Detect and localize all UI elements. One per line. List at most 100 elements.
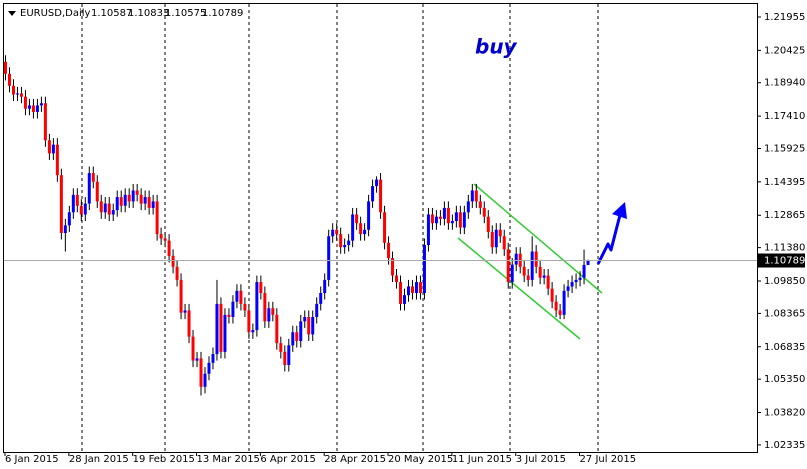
candle-body	[71, 194, 75, 213]
x-tick-label: 28 Jan 2015	[69, 454, 129, 465]
candle-body	[470, 190, 474, 202]
candle-body	[99, 201, 103, 213]
candle-body	[95, 181, 99, 202]
ohlc-low: 1.10575	[165, 8, 206, 19]
candle-body	[103, 203, 107, 213]
candle-body	[514, 253, 518, 265]
candle-body	[195, 358, 199, 361]
candle-body	[458, 212, 462, 228]
candle-body	[263, 292, 267, 322]
candle-body	[295, 332, 299, 341]
candle-body	[466, 201, 470, 213]
candle-body	[347, 240, 351, 246]
candle-body	[115, 197, 119, 211]
candle-body	[43, 103, 47, 141]
candle-body	[530, 251, 534, 280]
candle-body	[31, 105, 35, 112]
candle-body	[299, 321, 303, 341]
candle-body	[219, 303, 223, 352]
candle-body	[490, 231, 494, 248]
candle-body	[478, 201, 482, 208]
candle-body	[395, 275, 399, 283]
candle-body	[135, 190, 139, 195]
candle-body	[91, 173, 95, 182]
candle-body	[327, 236, 331, 280]
x-tick-label: 20 May 2015	[388, 454, 453, 465]
candle-body	[203, 373, 207, 387]
candle-body	[550, 288, 554, 302]
candle-body	[191, 336, 195, 361]
candle-body	[231, 301, 235, 317]
x-tick-label: 6 Jan 2015	[5, 454, 59, 465]
annotation: buy	[475, 35, 518, 59]
y-tick-label: 1.21955	[764, 12, 805, 23]
candle-body	[247, 310, 251, 333]
candle-body	[187, 310, 191, 337]
candle-body	[426, 214, 430, 246]
candle-body	[430, 214, 434, 224]
candle-body	[335, 229, 339, 235]
x-tick-label: 27 Jul 2015	[580, 454, 637, 465]
candle-body	[235, 290, 239, 302]
y-tick-label: 1.09850	[764, 276, 805, 287]
candle-body	[558, 310, 562, 315]
x-tick-label: 19 Feb 2015	[133, 454, 195, 465]
candle-body	[339, 234, 343, 248]
candle-body	[51, 144, 55, 154]
candle-body	[414, 282, 418, 293]
candle-body	[15, 93, 19, 95]
candle-body	[79, 205, 83, 215]
candle-body	[387, 242, 391, 259]
menu-triangle[interactable]	[8, 11, 16, 16]
candle-body	[486, 216, 490, 232]
candle-body	[566, 286, 570, 291]
candle-body	[127, 194, 131, 202]
candle-body	[383, 212, 387, 243]
y-tick-label: 1.11380	[764, 243, 805, 254]
candle-body	[546, 275, 550, 289]
candle-body	[534, 251, 538, 267]
candle-body	[163, 238, 167, 241]
price-tag	[757, 253, 805, 268]
candle-body	[355, 214, 359, 224]
candle-body	[283, 351, 287, 365]
candle-body	[418, 282, 422, 293]
candle-body	[87, 173, 91, 204]
candle-body	[151, 201, 155, 208]
candle-body	[574, 279, 578, 283]
candle-body	[175, 266, 179, 280]
candle-body	[267, 308, 271, 322]
candle-body	[542, 275, 546, 278]
candle-body	[319, 292, 323, 304]
candle-body	[498, 229, 502, 237]
candle-body	[494, 229, 498, 248]
candle-body	[155, 201, 159, 235]
candle-body	[179, 279, 183, 313]
candle-body	[502, 236, 506, 250]
candle-body	[171, 255, 175, 267]
candle-body	[303, 316, 307, 322]
x-tick-label: 13 Mar 2015	[197, 454, 260, 465]
candle-body	[291, 332, 295, 346]
plot-frame	[3, 3, 758, 453]
buy-arrow	[596, 202, 627, 265]
candle-body	[315, 303, 319, 317]
candle-body	[474, 190, 478, 202]
candle-body	[375, 179, 379, 187]
candle-body	[510, 264, 514, 283]
ohlc-close: 1.10789	[202, 8, 243, 19]
candle-body	[239, 290, 243, 304]
candle-body	[323, 279, 327, 293]
candle-body	[39, 103, 43, 106]
candle-body	[578, 277, 582, 280]
x-tick-label: 6 Apr 2015	[260, 454, 315, 465]
candle-body	[438, 216, 442, 219]
candle-body	[59, 175, 63, 234]
candle-body	[55, 144, 59, 176]
y-tick-label: 1.18940	[764, 78, 805, 89]
candle-body	[27, 105, 31, 109]
candle-body	[450, 221, 454, 224]
candle-body	[379, 179, 383, 213]
candle-body	[570, 282, 574, 287]
